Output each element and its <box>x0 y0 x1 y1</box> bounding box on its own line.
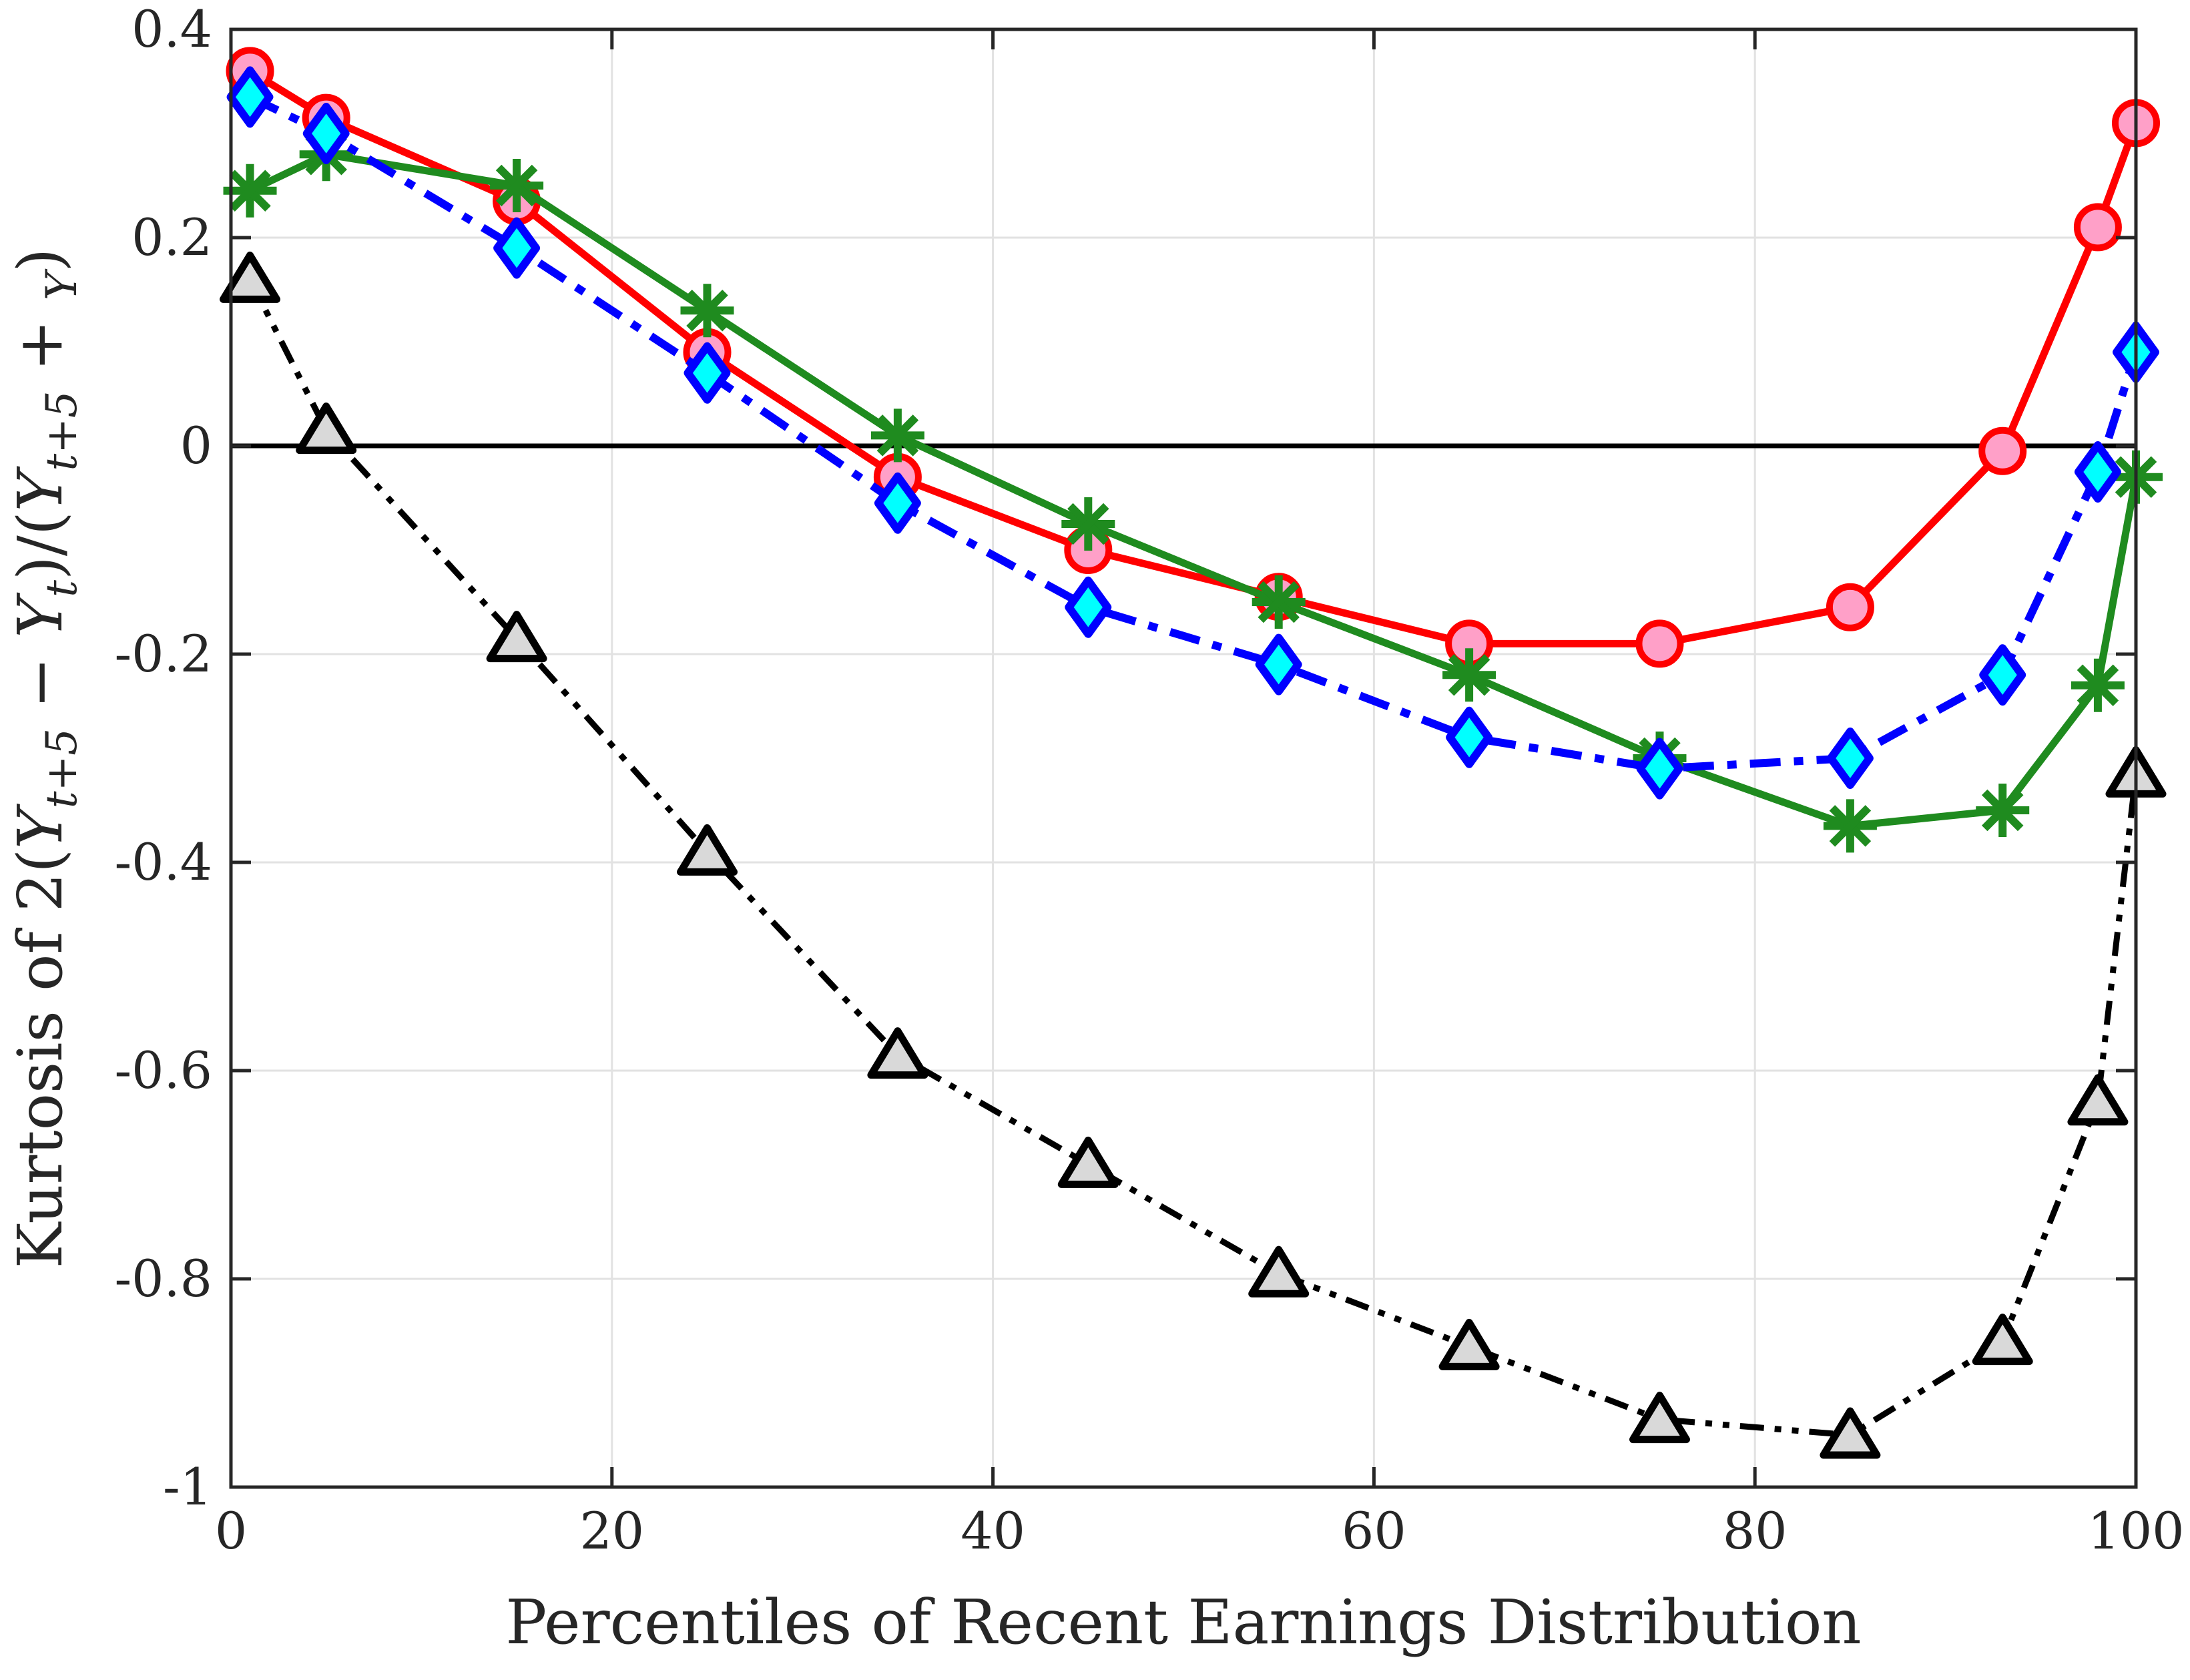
diamond-marker <box>1636 738 1683 800</box>
y-tick-label: 0 <box>180 416 212 475</box>
diamond-marker <box>1255 633 1302 695</box>
diamond-marker <box>1826 728 1874 789</box>
triangle-marker <box>1057 1136 1119 1188</box>
series-line-circle <box>248 67 2140 647</box>
x-tick-label: 0 <box>215 1501 247 1561</box>
y-label-token: − <box>5 637 76 728</box>
x-axis-label: Percentiles of Recent Earnings Distribut… <box>505 1587 1861 1658</box>
diamond-marker <box>226 66 274 128</box>
y-tick-label: 0.4 <box>131 0 212 59</box>
asterisk-arm <box>2077 664 2119 707</box>
y-tick-label: -0.6 <box>114 1041 212 1100</box>
series-triangle <box>220 251 2167 1459</box>
asterisk-arm <box>229 170 271 212</box>
circle-marker <box>2073 203 2122 252</box>
circle-marker <box>1978 427 2027 475</box>
tick-labels: 0 20 40 60 80 100 0.4 0.2 0 -0.2 -0.4 -0.6 -0.8 -1 <box>114 0 2184 1561</box>
x-tick-label: 40 <box>961 1501 1025 1561</box>
asterisk-arm <box>1981 789 2024 832</box>
y-tick-label: -0.2 <box>114 624 212 683</box>
data-series <box>220 47 2167 1459</box>
triangle-marker <box>1972 1314 2033 1366</box>
triangle-marker <box>486 611 547 663</box>
asterisk-arm <box>495 164 538 207</box>
triangle-marker <box>867 1027 928 1079</box>
y-tick-label: -0.4 <box>114 832 212 892</box>
triangle-marker <box>1248 1245 1310 1298</box>
triangle-marker <box>296 402 357 455</box>
diamond-marker <box>1979 644 2026 706</box>
asterisk-arm <box>1258 581 1300 623</box>
axes-frame <box>229 27 2138 1489</box>
diamond-marker <box>2074 441 2121 503</box>
triangle-marker <box>677 824 738 876</box>
y-label-token: Y <box>5 465 76 511</box>
y-label-token: t <box>37 580 87 597</box>
y-label-token: ) <box>5 248 76 272</box>
y-axis-label-text: Kurtosis of 2(Yt+5 − Yt)/(Yt+5 + Y) <box>5 248 87 1269</box>
diamond-marker <box>1446 706 1493 768</box>
diamond-marker <box>874 472 921 534</box>
y-tick-label: -1 <box>163 1457 212 1516</box>
circle-marker <box>1826 583 1874 631</box>
x-tick-label: 80 <box>1723 1501 1788 1561</box>
asterisk-arm <box>686 289 728 332</box>
y-label-token: t+5 <box>37 390 87 471</box>
series-circle <box>226 47 2160 668</box>
series-line-triangle <box>247 278 2139 1438</box>
asterisk-arm <box>876 414 919 457</box>
y-tick-label: -0.8 <box>114 1249 212 1308</box>
diamond-marker <box>493 217 541 279</box>
asterisk-arm <box>1067 503 1109 545</box>
series-diamond <box>226 66 2159 800</box>
x-tick-label: 100 <box>2087 1501 2184 1561</box>
triangle-marker <box>2067 1074 2129 1126</box>
y-label-token: Y <box>5 803 76 849</box>
diamond-marker <box>1065 576 1112 638</box>
triangle-marker <box>1438 1318 1500 1370</box>
triangle-marker <box>1629 1392 1690 1444</box>
y-label-token: Y <box>5 591 76 637</box>
triangle-marker <box>1820 1407 1881 1459</box>
x-tick-label: 20 <box>579 1501 644 1561</box>
x-tick-label: 60 <box>1342 1501 1406 1561</box>
diamond-marker <box>302 103 350 164</box>
y-label-token: t+5 <box>37 728 87 808</box>
diamond-marker <box>683 342 731 404</box>
asterisk-arm <box>1448 653 1490 696</box>
y-label-token: )/( <box>5 511 76 580</box>
y-label-token: Kurtosis of 2( <box>5 849 76 1269</box>
y-label-token: + <box>5 300 76 391</box>
plot-border <box>229 27 2138 1489</box>
circle-marker <box>1635 619 1684 668</box>
y-tick-label: 0.2 <box>131 208 212 267</box>
y-axis-label: Kurtosis of 2(Yt+5 − Yt)/(Yt+5 + Y) <box>5 248 87 1269</box>
triangle-marker <box>220 251 281 303</box>
y-label-token: Y <box>37 268 87 300</box>
asterisk-arm <box>1829 805 1872 847</box>
